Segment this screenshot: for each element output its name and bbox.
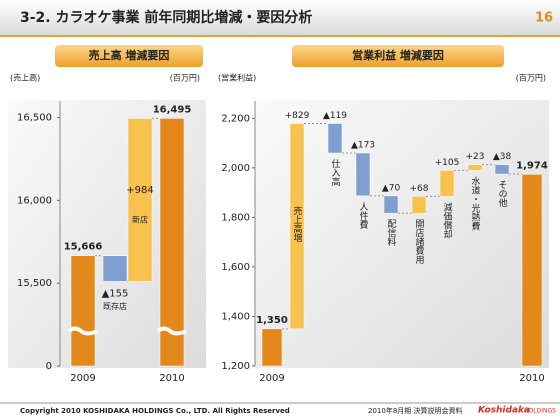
y-tick-label: 2,000: [221, 163, 250, 174]
value-label: +829: [285, 111, 310, 121]
value-label: +23: [466, 152, 485, 162]
y-tick-label: 1,400: [221, 311, 250, 322]
unit-label: (百万円): [516, 74, 546, 83]
unit-label: (百万円): [170, 74, 200, 83]
copyright: Copyright 2010 KOSHIDAKA HOLDINGS Co., L…: [20, 407, 290, 415]
value-label: 15,666: [64, 242, 103, 253]
category-label: 既存店: [103, 301, 127, 311]
value-label: 1,350: [256, 315, 288, 326]
y-tick-label: 16,500: [17, 113, 52, 124]
y-axis-label: (売上高): [10, 73, 40, 83]
category-label: 人件費: [358, 202, 369, 230]
category-label: 配信料: [386, 219, 397, 247]
category-label: 仕入高: [330, 158, 341, 187]
bar: [439, 170, 455, 197]
y-tick-label: 16,000: [17, 195, 52, 206]
bar: [289, 123, 305, 330]
y-tick-label: 1,200: [221, 361, 250, 372]
y-axis-label: (営業利益): [218, 73, 256, 83]
value-label: ▲173: [351, 141, 375, 151]
bar: [494, 164, 510, 175]
bar: [102, 255, 128, 282]
category-label: 新店: [132, 214, 148, 224]
category-label: 減価償却: [442, 201, 453, 239]
axis-break: [67, 326, 98, 336]
value-label: +68: [410, 184, 429, 194]
logo: Koshidaka: [478, 406, 530, 416]
x-tick-label: 2009: [259, 373, 284, 384]
y-tick-label: 1,800: [221, 212, 250, 223]
category-label: 水道・光熱費: [470, 175, 481, 231]
value-label: ▲38: [493, 152, 512, 162]
page-title: 3-2. カラオケ事業 前年同期比増減・要因分析: [20, 9, 312, 26]
value-label: 16,495: [153, 104, 192, 115]
bar: [467, 164, 483, 171]
value-label: +105: [435, 158, 460, 168]
value-label: ▲155: [102, 288, 129, 299]
header-bg: [0, 0, 560, 36]
bar: [127, 118, 153, 282]
axis-break: [156, 326, 187, 336]
x-tick-label: 2010: [519, 373, 544, 384]
value-label: +984: [126, 185, 153, 196]
y-tick-label: 15,500: [17, 278, 52, 289]
bar: [411, 196, 427, 214]
chart-title: 売上高 増減要因: [89, 48, 170, 62]
category-label: 開店諸費用: [414, 219, 425, 265]
chart-banner: [292, 45, 504, 67]
page-number: 16: [535, 11, 553, 26]
value-label: ▲119: [323, 111, 347, 121]
bar: [355, 152, 371, 197]
bar: [383, 195, 399, 214]
value-label: ▲70: [382, 183, 401, 193]
bar: [159, 118, 185, 367]
logo-sub: HOLDINGS: [524, 408, 556, 415]
y-tick-label: 1,600: [221, 262, 250, 273]
bar: [327, 123, 343, 154]
category-label: 売上高増: [292, 205, 303, 243]
document-name: 2010年8月期 決算説明会資料: [368, 406, 463, 415]
chart-banner: [55, 45, 203, 67]
x-tick-label: 2009: [70, 373, 95, 384]
y-tick-label: 2,200: [221, 113, 250, 124]
x-tick-label: 2010: [159, 373, 184, 384]
y-tick-label: 0: [46, 361, 52, 372]
category-label: その他: [497, 180, 508, 208]
chart-title: 営業利益 増減要因: [352, 48, 444, 62]
bar: [521, 174, 543, 367]
bar: [70, 255, 96, 367]
bar: [261, 328, 283, 367]
value-label: 1,974: [516, 160, 548, 171]
